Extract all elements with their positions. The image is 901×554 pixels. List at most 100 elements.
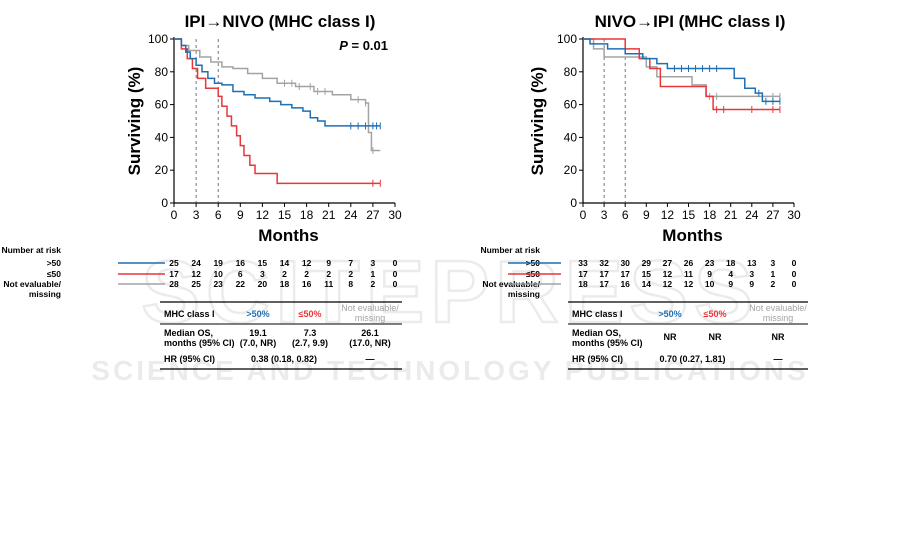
risk-count: 17 bbox=[578, 269, 588, 279]
risk-count: 0 bbox=[393, 279, 398, 289]
number-at-risk-label: Number at risk bbox=[1, 245, 61, 255]
watermark-title: SCITEPRESS bbox=[141, 242, 758, 341]
risk-count: 25 bbox=[169, 258, 179, 268]
table-header-gt50: >50% bbox=[246, 309, 269, 319]
y-tick-label: 40 bbox=[155, 130, 169, 144]
x-tick-label: 9 bbox=[237, 208, 244, 222]
risk-count: 13 bbox=[747, 258, 757, 268]
y-tick-label: 80 bbox=[155, 65, 169, 79]
risk-count: 15 bbox=[642, 269, 652, 279]
x-tick-label: 21 bbox=[322, 208, 336, 222]
chart-title: NIVO→IPI (MHC class I) bbox=[595, 12, 786, 31]
risk-count: 24 bbox=[191, 258, 201, 268]
x-tick-label: 30 bbox=[388, 208, 402, 222]
km-curve-le50 bbox=[174, 38, 381, 185]
km-panel-1: IPI→NIVO (MHC class I)P = 0.010204060801… bbox=[1, 12, 402, 370]
risk-count: 14 bbox=[280, 258, 290, 268]
hr-value: 0.70 (0.27, 1.81) bbox=[659, 354, 725, 364]
risk-count: 3 bbox=[260, 269, 265, 279]
risk-row-label: Not evaluable/ bbox=[3, 279, 61, 289]
risk-count: 16 bbox=[620, 279, 630, 289]
risk-count: 4 bbox=[728, 269, 733, 279]
median-os-value: 7.3 bbox=[304, 328, 317, 338]
risk-count: 0 bbox=[792, 269, 797, 279]
hr-label: HR (95% CI) bbox=[572, 354, 623, 364]
risk-count: 12 bbox=[302, 258, 312, 268]
x-tick-label: 21 bbox=[724, 208, 738, 222]
risk-count: 9 bbox=[728, 279, 733, 289]
risk-count: 2 bbox=[371, 279, 376, 289]
km-curve-le50 bbox=[583, 38, 780, 111]
risk-count: 6 bbox=[238, 269, 243, 279]
risk-count: 7 bbox=[348, 258, 353, 268]
hr-other-dash: — bbox=[774, 354, 783, 364]
x-tick-label: 6 bbox=[622, 208, 629, 222]
median-os-label-line2: months (95% CI) bbox=[572, 338, 643, 348]
x-tick-label: 24 bbox=[344, 208, 358, 222]
risk-count: 0 bbox=[792, 279, 797, 289]
table-header-nonevaluable-line2: missing bbox=[763, 313, 794, 323]
risk-count: 19 bbox=[213, 258, 223, 268]
median-os-ci: (2.7, 9.9) bbox=[292, 338, 328, 348]
risk-count: 20 bbox=[258, 279, 268, 289]
x-tick-label: 9 bbox=[643, 208, 650, 222]
risk-count: 12 bbox=[191, 269, 201, 279]
watermark-subtitle: SCIENCE AND TECHNOLOGY PUBLICATIONS bbox=[91, 355, 808, 386]
median-os-ci: (7.0, NR) bbox=[240, 338, 277, 348]
table-header-nonevaluable-line2: missing bbox=[355, 313, 386, 323]
risk-count: 22 bbox=[236, 279, 246, 289]
y-tick-label: 40 bbox=[564, 130, 578, 144]
table-header-nonevaluable: Not evaluable/ bbox=[749, 303, 807, 313]
risk-count: 10 bbox=[705, 279, 715, 289]
km-curve-gt50 bbox=[583, 38, 780, 103]
risk-count: 17 bbox=[599, 279, 609, 289]
risk-count: 17 bbox=[169, 269, 179, 279]
risk-count: 23 bbox=[213, 279, 223, 289]
x-tick-label: 6 bbox=[215, 208, 222, 222]
risk-count: 18 bbox=[726, 258, 736, 268]
risk-count: 14 bbox=[642, 279, 652, 289]
y-tick-label: 100 bbox=[557, 32, 577, 46]
y-tick-label: 80 bbox=[564, 65, 578, 79]
x-tick-label: 0 bbox=[171, 208, 178, 222]
risk-count: 1 bbox=[771, 269, 776, 279]
x-tick-label: 27 bbox=[366, 208, 380, 222]
risk-count: 10 bbox=[213, 269, 223, 279]
risk-count: 9 bbox=[707, 269, 712, 279]
risk-row-label: >50 bbox=[47, 258, 62, 268]
risk-count: 32 bbox=[599, 258, 609, 268]
risk-count: 0 bbox=[393, 269, 398, 279]
risk-count: 12 bbox=[684, 279, 694, 289]
median-os-value: NR bbox=[664, 332, 677, 342]
risk-row-label-line2: missing bbox=[29, 289, 61, 299]
x-tick-label: 3 bbox=[193, 208, 200, 222]
risk-count: 17 bbox=[599, 269, 609, 279]
median-os-label-line2: months (95% CI) bbox=[164, 338, 235, 348]
risk-count: 0 bbox=[792, 258, 797, 268]
x-tick-label: 3 bbox=[601, 208, 608, 222]
x-tick-label: 18 bbox=[703, 208, 717, 222]
risk-count: 26 bbox=[684, 258, 694, 268]
table-header-gt50: >50% bbox=[658, 309, 681, 319]
risk-count: 12 bbox=[663, 269, 673, 279]
hr-other-dash: — bbox=[366, 354, 375, 364]
risk-count: 11 bbox=[324, 279, 333, 289]
risk-count: 9 bbox=[326, 258, 331, 268]
y-tick-label: 20 bbox=[155, 163, 169, 177]
risk-row-label: ≤50 bbox=[47, 269, 61, 279]
x-tick-label: 15 bbox=[682, 208, 696, 222]
y-tick-label: 60 bbox=[564, 98, 578, 112]
risk-count: 28 bbox=[169, 279, 179, 289]
x-tick-label: 18 bbox=[300, 208, 314, 222]
risk-count: 1 bbox=[371, 269, 376, 279]
risk-count: 12 bbox=[663, 279, 673, 289]
risk-count: 18 bbox=[280, 279, 290, 289]
risk-count: 30 bbox=[620, 258, 630, 268]
km-curve-nonevaluable bbox=[583, 38, 780, 98]
table-header-mhc: MHC class I bbox=[164, 309, 215, 319]
x-tick-label: 0 bbox=[580, 208, 587, 222]
median-os-value: NR bbox=[709, 332, 722, 342]
